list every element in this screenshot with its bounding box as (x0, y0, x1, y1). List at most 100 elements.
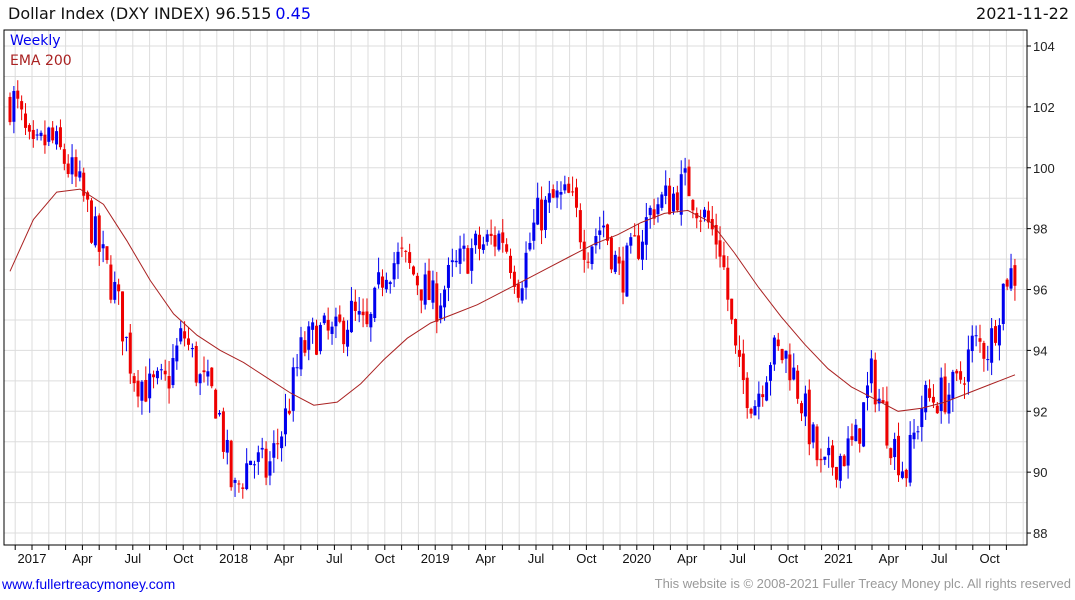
candle-body (97, 215, 101, 252)
candle-body (978, 338, 982, 342)
y-tick-label: 90 (1033, 465, 1047, 480)
candle-body (113, 281, 117, 300)
candle-body (745, 377, 749, 409)
x-tick-label: Oct (576, 551, 597, 566)
chart-title: Dollar Index (DXY INDEX) 96.515 0.45 (8, 4, 311, 23)
candle-body (249, 460, 253, 466)
candle-body (346, 329, 350, 347)
candle-body (889, 448, 893, 459)
candle-body (307, 326, 311, 350)
candle-body (493, 235, 497, 247)
candle-body (528, 242, 532, 250)
candle-body (365, 311, 369, 325)
candle-body (443, 289, 447, 308)
candle-body (621, 260, 625, 293)
candle-body (229, 440, 233, 488)
candle-body (997, 325, 1001, 346)
candle-body (377, 272, 381, 285)
candle-body (788, 354, 792, 381)
candle-body (101, 244, 105, 249)
y-axis: 88 90 92 94 96 98 100 102 104 (1027, 39, 1055, 541)
candle-body (357, 311, 361, 315)
candle-body (714, 224, 718, 245)
candle-body (768, 365, 772, 381)
candle-body (559, 192, 563, 195)
candle-body (640, 241, 644, 260)
candle-body (935, 405, 939, 414)
candle-body (202, 370, 206, 373)
candle-body (885, 401, 889, 446)
candle-body (62, 149, 66, 164)
candle-body (1001, 283, 1005, 324)
candle-body (295, 367, 299, 369)
candle-body (803, 393, 807, 417)
candle-body (617, 256, 621, 264)
ema-200-line (9, 188, 1016, 412)
candle-body (252, 464, 256, 466)
candle-body (800, 403, 804, 414)
candle-body (47, 127, 51, 142)
candle-body (776, 339, 780, 347)
plot-frame (3, 29, 1028, 546)
candle-body (446, 264, 450, 288)
candle-body (567, 183, 571, 193)
candle-body (912, 432, 916, 440)
candle-body (547, 193, 551, 203)
candle-body (256, 452, 260, 462)
chart-date: 2021-11-22 (976, 4, 1069, 23)
candle-body (807, 389, 811, 445)
candle-body (291, 367, 295, 411)
copyright-text: This website is © 2008-2021 Fuller Treac… (654, 576, 1071, 591)
candle-body (854, 424, 858, 442)
candle-body (629, 237, 633, 246)
x-tick-label: 2020 (622, 551, 651, 566)
candle-body (342, 320, 346, 345)
candle-body (699, 220, 703, 222)
candle-body (924, 384, 928, 413)
candle-body (489, 233, 493, 237)
x-tick-label: 2017 (18, 551, 47, 566)
candle-body (439, 305, 443, 319)
x-tick-label: Jul (326, 551, 343, 566)
candle-body (625, 245, 629, 297)
candle-body (679, 174, 683, 215)
candle-body (505, 244, 509, 252)
candle-body (582, 241, 586, 260)
candle-body (388, 282, 392, 285)
candle-body (159, 369, 163, 371)
candle-body (928, 388, 932, 398)
candle-body (206, 371, 210, 377)
candle-body (326, 319, 330, 331)
candle-body (524, 252, 528, 288)
candle-body (691, 199, 695, 211)
candle-body (186, 338, 190, 345)
candle-body (613, 254, 617, 272)
candle-body (218, 412, 222, 415)
candle-body (900, 471, 904, 478)
legend-ema: EMA 200 (10, 53, 72, 69)
candle-body (458, 248, 462, 264)
candle-body (338, 314, 342, 322)
candle-body (175, 345, 179, 362)
website-link[interactable]: www.fullertreacymoney.com (2, 576, 176, 592)
candle-body (136, 380, 140, 397)
candle-body (124, 336, 128, 338)
candle-body (39, 132, 43, 137)
candle-body (194, 345, 198, 383)
candle-body (466, 248, 470, 274)
y-tick-label: 94 (1033, 343, 1047, 358)
candle-body (82, 172, 86, 196)
candle-body (893, 438, 897, 458)
candle-body (962, 383, 966, 385)
candle-body (796, 370, 800, 399)
candle-body (1013, 265, 1017, 286)
candle-body (470, 248, 474, 271)
candle-body (51, 127, 55, 141)
candle-body (966, 349, 970, 382)
candle-body (221, 411, 225, 452)
candle-body (179, 328, 183, 342)
candle-body (683, 168, 687, 173)
candle-body (955, 370, 959, 374)
x-tick-label: Oct (173, 551, 194, 566)
candle-body (784, 350, 788, 359)
